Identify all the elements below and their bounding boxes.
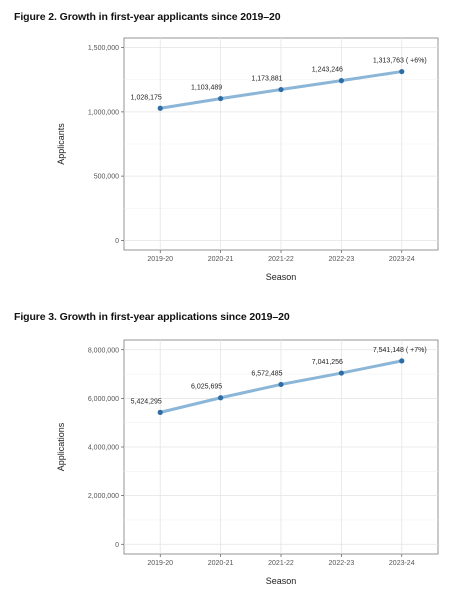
y-tick-label: 6,000,000	[88, 396, 119, 403]
x-tick-label: 2022-23	[329, 256, 355, 263]
figure-2-title: Figure 2. Growth in first-year applicant…	[14, 11, 281, 23]
data-point	[157, 409, 163, 415]
x-axis-title: Season	[266, 576, 297, 586]
data-label: 5,424,295	[131, 398, 162, 405]
figure-3-chart: 0 2,000,000 4,000,000 6,000,000 8,000,000 201…	[56, 339, 439, 586]
data-label: 6,025,695	[191, 384, 222, 391]
y-tick-label: 1,500,000	[88, 45, 119, 52]
x-tick-label: 2020-21	[208, 560, 234, 567]
data-point	[399, 358, 405, 364]
x-tick-label: 2022-23	[329, 560, 355, 567]
y-tick-label: 1,000,000	[88, 109, 119, 116]
y-tick-label: 8,000,000	[88, 347, 119, 354]
data-label: 6,572,485	[251, 370, 282, 377]
y-axis-title: Applications	[56, 422, 66, 471]
data-label: 1,173,881	[251, 76, 282, 83]
figure-2-chart: 0 500,000 1,000,000 1,500,000 2019-20 2020-21…	[56, 37, 439, 282]
figure-3-title: Figure 3. Growth in first-year applicati…	[14, 311, 290, 323]
data-point	[338, 78, 344, 84]
y-tick-label: 500,000	[94, 174, 119, 181]
data-label: 7,041,256	[312, 359, 343, 366]
data-point	[278, 86, 284, 93]
x-tick-label: 2021-22	[268, 560, 294, 567]
y-axis-title: Applicants	[56, 123, 66, 165]
data-label: 1,243,246	[312, 67, 343, 74]
x-tick-label: 2019-20	[147, 256, 173, 263]
data-point	[218, 95, 224, 102]
data-label: 1,028,175	[131, 94, 162, 101]
x-tick-label: 2021-22	[268, 256, 294, 263]
x-axis-title: Season	[266, 272, 297, 282]
x-tick-label: 2023-24	[389, 256, 415, 263]
data-point	[278, 381, 284, 388]
y-tick-label: 0	[115, 542, 119, 549]
x-tick-label: 2020-21	[208, 256, 234, 263]
x-tick-label: 2019-20	[147, 560, 173, 567]
data-label: 1,103,489	[191, 85, 222, 92]
data-point	[218, 395, 224, 401]
data-point	[338, 370, 344, 376]
y-tick-label: 2,000,000	[88, 493, 119, 500]
y-tick-label: 4,000,000	[88, 445, 119, 452]
data-point	[157, 105, 163, 111]
data-point	[399, 68, 405, 75]
y-tick-label: 0	[115, 238, 119, 245]
data-label: 7,541,148 ( +7%)	[373, 347, 427, 354]
data-label: 1,313,763 ( +6%)	[373, 58, 427, 65]
x-tick-label: 2023-24	[389, 560, 415, 567]
